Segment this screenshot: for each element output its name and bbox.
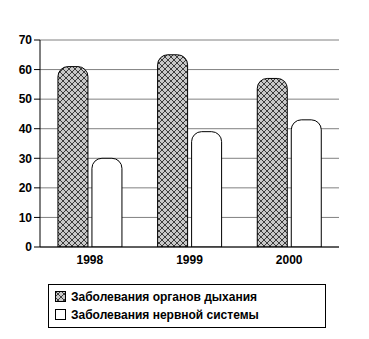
svg-text:70: 70 — [19, 33, 33, 47]
svg-text:20: 20 — [19, 181, 33, 195]
html-text:Заболевания нервной системы: Заболевания нервной системы — [71, 308, 259, 322]
svg-text:1999: 1999 — [176, 253, 203, 267]
svg-text:2000: 2000 — [276, 253, 303, 267]
svg-text:40: 40 — [19, 122, 33, 136]
svg-text:60: 60 — [19, 63, 33, 77]
svg-text:0: 0 — [25, 240, 32, 254]
svg-text:50: 50 — [19, 92, 33, 106]
svg-text:30: 30 — [19, 152, 33, 166]
svg-text:10: 10 — [19, 211, 33, 225]
html-text:Заболевания органов дыхания: Заболевания органов дыхания — [71, 290, 258, 304]
svg-text:1998: 1998 — [76, 253, 103, 267]
